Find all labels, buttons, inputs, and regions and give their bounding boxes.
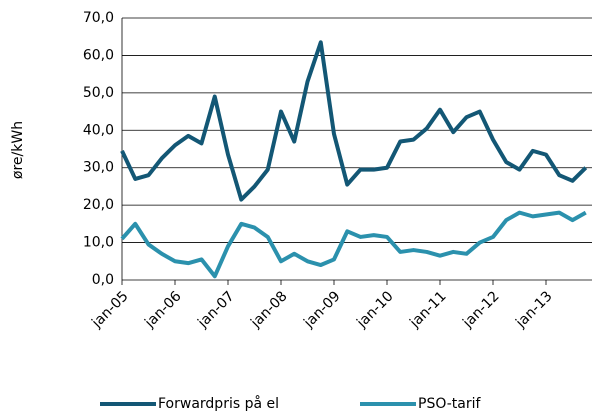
y-tick-label: 30,0: [83, 160, 114, 176]
x-tick-label: jan-09: [300, 288, 343, 331]
legend-label: Forwardpris på el: [158, 395, 279, 412]
x-tick-label: jan-12: [459, 288, 502, 331]
x-tick-label: jan-06: [141, 288, 184, 331]
y-tick-label: 0,0: [92, 272, 114, 288]
x-tick-label: jan-11: [406, 288, 449, 331]
y-tick-label: 20,0: [83, 197, 114, 213]
y-tick-label: 50,0: [83, 85, 114, 101]
x-tick-label: jan-07: [194, 288, 237, 331]
y-tick-label: 40,0: [83, 122, 114, 138]
y-tick-label: 10,0: [83, 235, 114, 251]
x-tick-label: jan-08: [247, 288, 290, 331]
x-tick-label: jan-10: [353, 288, 396, 331]
series-line: [120, 40, 588, 202]
y-tick-label: 70,0: [83, 10, 114, 26]
y-tick-label: 60,0: [83, 47, 114, 63]
x-tick-label: jan-13: [512, 288, 555, 331]
series-line: [120, 210, 587, 279]
legend-label: PSO-tarif: [418, 396, 482, 412]
x-tick-label: jan-05: [88, 288, 131, 331]
y-axis-label: øre/kWh: [10, 121, 26, 179]
